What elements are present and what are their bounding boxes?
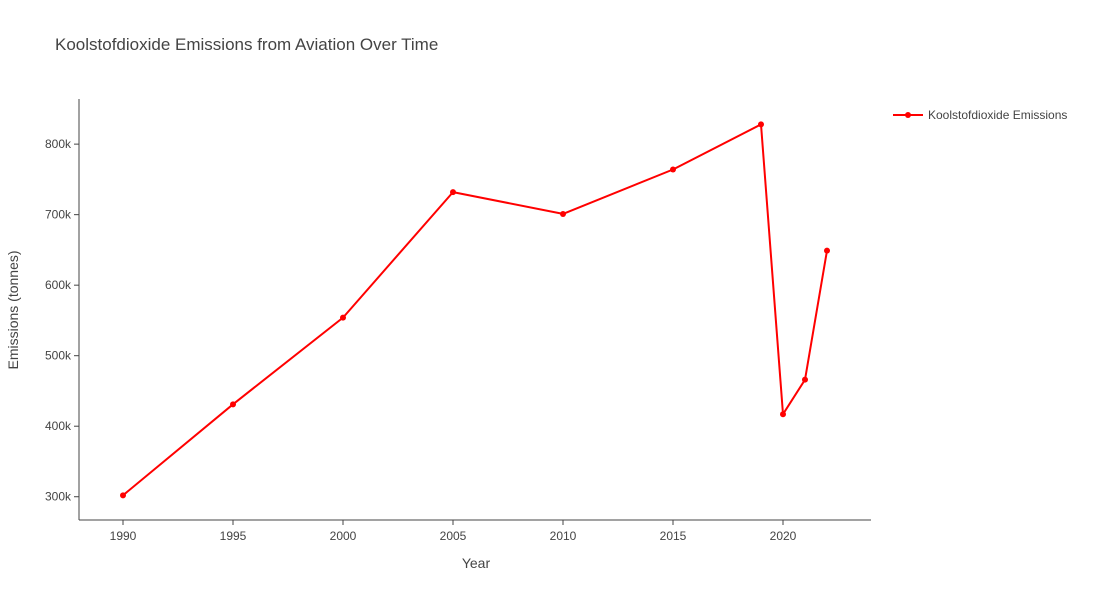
y-tick-label: 700k	[45, 208, 72, 222]
x-tick-label: 2010	[550, 529, 577, 543]
x-ticks: 1990 1995 2000 2005 2010 2015 2020	[110, 520, 797, 543]
chart-title: Koolstofdioxide Emissions from Aviation …	[55, 35, 438, 54]
data-point[interactable]	[780, 411, 786, 418]
x-tick-label: 2015	[660, 529, 687, 543]
data-point[interactable]	[340, 314, 346, 321]
plot-area: 300k 400k 500k 600k 700k 800k 1990 1995 2000 200…	[45, 99, 871, 543]
y-axis-title: Emissions (tonnes)	[5, 250, 21, 369]
data-point[interactable]	[120, 492, 126, 499]
y-tick-label: 600k	[45, 278, 72, 292]
x-tick-label: 2000	[330, 529, 357, 543]
x-tick-label: 1995	[220, 529, 247, 543]
legend-marker-swatch	[905, 112, 911, 118]
x-tick-label: 2005	[440, 529, 467, 543]
series-lines	[122, 123, 828, 497]
series-line	[122, 123, 828, 497]
legend-label: Koolstofdioxide Emissions	[928, 108, 1067, 122]
x-tick-label: 2020	[770, 529, 797, 543]
y-tick-label: 500k	[45, 349, 72, 363]
y-tick-label: 400k	[45, 419, 72, 433]
y-tick-label: 800k	[45, 137, 72, 151]
x-tick-label: 1990	[110, 529, 137, 543]
data-point[interactable]	[758, 121, 764, 128]
series-points	[120, 121, 830, 499]
data-point[interactable]	[670, 166, 676, 173]
x-axis-title: Year	[462, 555, 491, 571]
data-point[interactable]	[450, 189, 456, 196]
data-point[interactable]	[824, 247, 830, 254]
legend[interactable]: Koolstofdioxide Emissions	[893, 108, 1067, 122]
data-point[interactable]	[802, 376, 808, 383]
data-point[interactable]	[560, 210, 566, 217]
data-point[interactable]	[230, 401, 236, 408]
y-ticks: 300k 400k 500k 600k 700k 800k	[45, 137, 79, 504]
y-tick-label: 300k	[45, 490, 72, 504]
